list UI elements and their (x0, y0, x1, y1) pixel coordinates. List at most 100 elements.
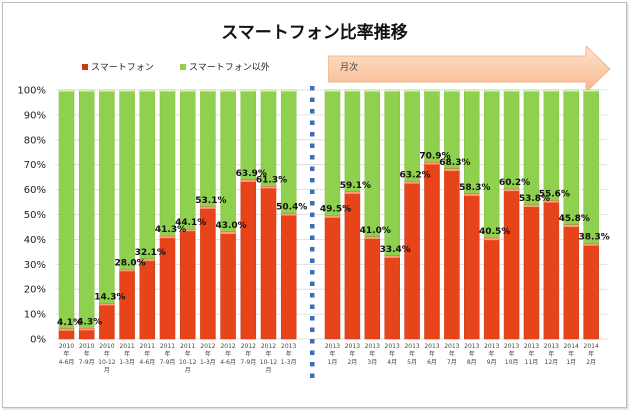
bar-highlight (160, 90, 175, 92)
data-label: 4.3% (77, 317, 102, 327)
bar-segment-non-smartphone (543, 89, 560, 201)
data-label: 55.6% (539, 190, 570, 200)
data-label: 53.8% (519, 194, 550, 204)
y-tick-label: 90% (24, 110, 46, 121)
x-tick-label: 2013 (504, 343, 519, 350)
bar-segment-non-smartphone (159, 89, 176, 237)
x-tick-label: 年 (449, 350, 455, 358)
bar-highlight (543, 200, 559, 203)
bar-highlight (261, 186, 276, 189)
x-tick-label: 9月 (487, 359, 497, 366)
bar-segment-smartphone (260, 186, 277, 340)
x-tick-label: 4-6月 (59, 359, 75, 366)
bar-segment-smartphone (139, 258, 156, 340)
bar-highlight (543, 90, 559, 92)
bar-highlight (563, 224, 579, 227)
x-tick-label: 年 (164, 350, 170, 358)
bar-highlight (444, 168, 460, 171)
x-tick-label: 1-3月 (281, 359, 297, 366)
x-tick-label: 年 (568, 350, 574, 358)
x-tick-label: 年 (509, 350, 515, 358)
bar-highlight (99, 90, 115, 92)
data-label: 50.4% (276, 203, 307, 213)
chart-title: スマートフォン比率推移 (221, 23, 408, 43)
bar-highlight (139, 259, 155, 262)
bar-segment-non-smartphone (58, 89, 75, 330)
bar-segment-non-smartphone (99, 89, 115, 304)
x-tick-label: 年 (185, 350, 191, 358)
data-label: 53.1% (195, 196, 226, 206)
y-tick-label: 50% (24, 210, 46, 221)
x-tick-label: 年 (124, 350, 130, 358)
bar-highlight (240, 179, 256, 182)
x-tick-label: 年 (104, 350, 110, 358)
bar-highlight (523, 90, 539, 92)
bar-highlight (240, 90, 256, 92)
divider-dash (310, 97, 315, 102)
divider-dash (310, 270, 315, 275)
data-label: 63.2% (399, 171, 430, 181)
data-label: 38.3% (579, 233, 610, 243)
x-tick-label: 2013 (464, 343, 479, 350)
y-tick-label: 100% (17, 86, 46, 97)
data-label: 60.2% (499, 178, 530, 188)
bar-segment-smartphone (444, 168, 460, 340)
x-tick-label: 2012 (261, 343, 276, 350)
x-tick-label: 年 (489, 350, 495, 358)
bar-segment-smartphone (324, 215, 341, 340)
legend-label-non-smartphone: スマートフォン以外 (189, 63, 270, 73)
x-tick-label: 7-9月 (160, 359, 176, 366)
data-label: 45.8% (559, 214, 590, 224)
legend-item-smartphone: スマートフォン (82, 60, 154, 73)
bar-highlight (404, 181, 420, 184)
x-tick-label: 10-12 (260, 359, 278, 366)
bar-segment-smartphone (583, 243, 599, 340)
divider-dash (310, 362, 315, 367)
x-tick-label: 年 (144, 350, 150, 358)
divider-dash (310, 258, 315, 263)
x-tick-label: 10月 (505, 359, 519, 366)
x-tick-label: 年 (245, 350, 251, 358)
bar-highlight (364, 236, 380, 239)
bar-segment-smartphone (424, 162, 440, 340)
data-label: 49.5% (320, 205, 351, 215)
bar-segment-non-smartphone (139, 89, 156, 260)
bar-highlight (59, 328, 74, 331)
data-label: 41.3% (155, 225, 186, 235)
bar-highlight (484, 90, 500, 92)
data-label: 68.3% (439, 158, 470, 168)
divider-dash (310, 247, 315, 252)
divider-dash (310, 316, 315, 321)
x-tick-label: 2010 (59, 343, 74, 350)
y-tick-label: 40% (24, 235, 46, 246)
divider-dash (310, 120, 315, 125)
data-label: 4.1% (57, 318, 82, 328)
divider-dash (310, 212, 315, 217)
bar-segment-non-smartphone (119, 89, 135, 270)
bar-highlight (563, 90, 579, 92)
data-label: 63.9% (236, 169, 267, 179)
data-label: 33.4% (380, 245, 411, 255)
bar-highlight (200, 90, 216, 92)
x-tick-label: 2月 (347, 359, 357, 366)
x-tick-label: 2013 (281, 343, 296, 350)
bar-highlight (325, 215, 340, 218)
bar-segment-smartphone (543, 200, 560, 340)
bar-highlight (119, 90, 135, 92)
bar-segment-smartphone (503, 188, 520, 340)
bar-highlight (281, 213, 297, 216)
bar-segment-non-smartphone (364, 89, 381, 238)
x-tick-label: 2013 (444, 343, 459, 350)
x-tick-label: 年 (588, 350, 594, 358)
bar-segment-non-smartphone (344, 89, 361, 193)
x-tick-label: 7月 (447, 359, 457, 366)
bar-segment-non-smartphone (324, 89, 341, 216)
x-tick-label: 2012 (220, 343, 235, 350)
x-tick-label: 2013 (424, 343, 439, 350)
x-tick-label: 月 (265, 367, 271, 374)
bar-segment-non-smartphone (280, 89, 297, 214)
bar-segment-smartphone (384, 255, 400, 340)
data-label: 40.5% (479, 227, 510, 237)
x-tick-label: 2013 (404, 343, 419, 350)
